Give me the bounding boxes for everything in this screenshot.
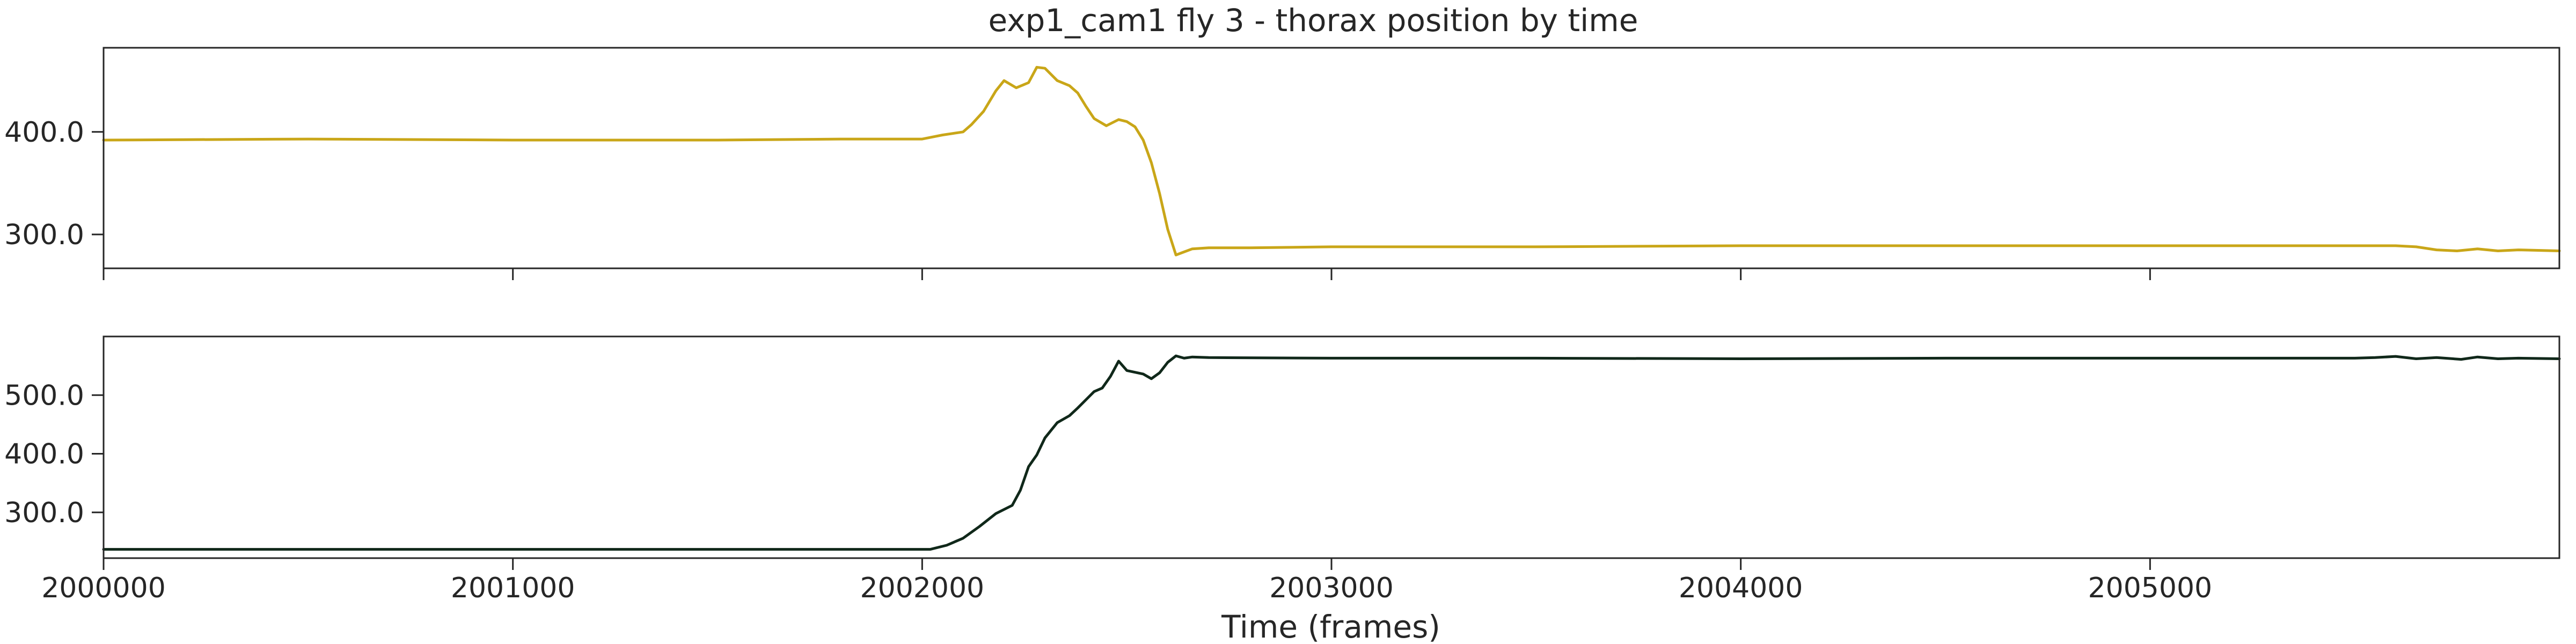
series-line-1-0 bbox=[102, 354, 2561, 551]
x-tick-label: 2002000 bbox=[860, 572, 985, 604]
y-tick-label: 300.0 bbox=[4, 219, 84, 251]
x-axis-label: Time (frames) bbox=[1221, 609, 1440, 644]
axes-frame bbox=[103, 335, 2560, 559]
x-tick-label: 2000000 bbox=[41, 572, 166, 604]
y-tick-label: 400.0 bbox=[4, 438, 84, 471]
axes-frame bbox=[103, 47, 2560, 269]
x-tick-label: 2005000 bbox=[2088, 572, 2213, 604]
bottom-panel: 2000000 2001000 2002000 2003000 2004000 20050… bbox=[4, 335, 2561, 604]
y-tick-label: 500.0 bbox=[4, 379, 84, 412]
y-tick-label: 300.0 bbox=[4, 497, 84, 529]
top-panel: 300.0 400.0 bbox=[4, 47, 2561, 280]
x-tick-label: 2004000 bbox=[1679, 572, 1803, 604]
series-line-0-0 bbox=[102, 65, 2561, 257]
chart-title: exp1_cam1 fly 3 - thorax position by tim… bbox=[989, 2, 1638, 39]
x-tick-label: 2001000 bbox=[451, 572, 575, 604]
x-tick-label: 2003000 bbox=[1269, 572, 1394, 604]
y-tick-label: 400.0 bbox=[4, 116, 84, 149]
